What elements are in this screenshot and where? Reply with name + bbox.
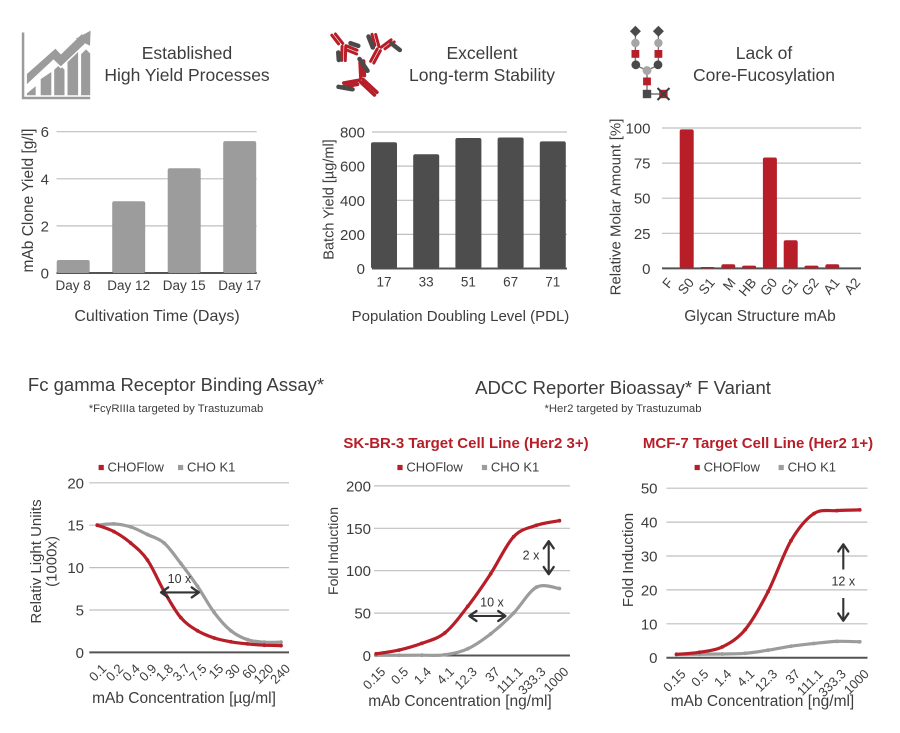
svg-text:*Her2 targeted by Trastuzumab: *Her2 targeted by Trastuzumab <box>545 403 702 415</box>
svg-text:(1000x): (1000x) <box>44 536 61 587</box>
svg-text:S0: S0 <box>675 275 697 297</box>
svg-text:Batch Yield [µg/ml]: Batch Yield [µg/ml] <box>322 139 338 259</box>
svg-text:50: 50 <box>634 191 651 208</box>
svg-text:0.5: 0.5 <box>388 664 411 687</box>
svg-text:1.4: 1.4 <box>711 666 734 689</box>
svg-text:Day 15: Day 15 <box>163 278 206 293</box>
svg-text:0: 0 <box>649 650 657 667</box>
svg-text:1.4: 1.4 <box>411 664 434 687</box>
svg-text:Lack of: Lack of <box>736 43 793 63</box>
svg-text:10: 10 <box>641 616 658 633</box>
svg-text:50: 50 <box>641 481 658 498</box>
svg-text:5: 5 <box>76 603 84 620</box>
svg-text:400: 400 <box>340 193 365 210</box>
svg-text:Core-Fucosylation: Core-Fucosylation <box>693 65 835 85</box>
svg-text:0.5: 0.5 <box>688 666 711 689</box>
svg-text:20: 20 <box>67 475 84 492</box>
svg-text:100: 100 <box>625 121 650 138</box>
svg-text:Long-term Stability: Long-term Stability <box>409 65 555 85</box>
svg-text:A1: A1 <box>820 275 842 297</box>
svg-text:Fold Induction: Fold Induction <box>325 507 341 595</box>
svg-text:10 x: 10 x <box>480 596 504 610</box>
svg-text:12 x: 12 x <box>831 575 855 589</box>
svg-text:0: 0 <box>642 261 650 278</box>
svg-text:CHOFlow: CHOFlow <box>108 460 165 475</box>
svg-text:Glycan Structure mAb: Glycan Structure mAb <box>684 308 836 325</box>
svg-text:Day 8: Day 8 <box>56 278 91 293</box>
svg-text:0: 0 <box>363 648 371 665</box>
svg-text:Day 12: Day 12 <box>107 278 150 293</box>
svg-text:Day 17: Day 17 <box>218 278 261 293</box>
svg-text:mAb Concentration [ng/ml]: mAb Concentration [ng/ml] <box>368 693 552 710</box>
svg-text:2: 2 <box>41 218 49 235</box>
svg-text:G0: G0 <box>757 275 780 298</box>
svg-text:25: 25 <box>634 226 651 243</box>
svg-text:0.15: 0.15 <box>660 666 689 695</box>
svg-text:10 x: 10 x <box>168 572 192 586</box>
svg-text:0: 0 <box>41 266 49 283</box>
svg-text:Relativ Light Uniits: Relativ Light Uniits <box>28 499 45 623</box>
svg-text:Excellent: Excellent <box>446 43 517 63</box>
svg-text:17: 17 <box>376 275 391 290</box>
svg-text:HB: HB <box>736 275 760 299</box>
svg-text:CHOFlow: CHOFlow <box>406 460 463 475</box>
svg-text:F: F <box>659 275 676 291</box>
svg-text:G1: G1 <box>778 275 801 298</box>
svg-text:12.3: 12.3 <box>752 666 781 695</box>
svg-text:*FcγRIIIa targeted by Trastuzu: *FcγRIIIa targeted by Trastuzumab <box>89 403 264 415</box>
svg-text:4: 4 <box>41 171 49 188</box>
svg-text:71: 71 <box>545 275 560 290</box>
svg-text:mAb Clone Yield [g/l]: mAb Clone Yield [g/l] <box>20 129 37 273</box>
svg-text:20: 20 <box>641 582 658 599</box>
svg-text:ADCC Reporter Bioassay* F Vari: ADCC Reporter Bioassay* F Variant <box>475 377 771 398</box>
svg-text:Cultivation Time (Days): Cultivation Time (Days) <box>74 308 239 325</box>
svg-text:mAb Concentration [ng/ml]: mAb Concentration [ng/ml] <box>671 693 855 710</box>
svg-text:CHOFlow: CHOFlow <box>704 460 761 475</box>
svg-text:0: 0 <box>76 645 84 662</box>
svg-text:0.15: 0.15 <box>360 664 389 693</box>
svg-text:30: 30 <box>641 549 658 566</box>
svg-text:MCF-7 Target Cell Line (Her2 1: MCF-7 Target Cell Line (Her2 1+) <box>643 435 873 452</box>
svg-text:12.3: 12.3 <box>451 664 480 693</box>
svg-text:Fold Induction: Fold Induction <box>620 513 637 607</box>
svg-text:SK-BR-3 Target Cell Line (Her2: SK-BR-3 Target Cell Line (Her2 3+) <box>343 435 588 452</box>
svg-text:1000: 1000 <box>540 664 571 695</box>
svg-text:Relative Molar Amount [%]: Relative Molar Amount [%] <box>608 119 625 296</box>
svg-text:50: 50 <box>354 606 371 623</box>
svg-text:6: 6 <box>41 124 49 141</box>
svg-text:G2: G2 <box>799 275 822 298</box>
svg-text:33: 33 <box>419 275 434 290</box>
svg-text:100: 100 <box>346 563 371 580</box>
svg-text:240: 240 <box>267 661 293 687</box>
svg-text:200: 200 <box>346 478 371 495</box>
svg-text:600: 600 <box>340 159 365 176</box>
svg-text:CHO K1: CHO K1 <box>187 460 235 475</box>
svg-text:150: 150 <box>346 521 371 538</box>
svg-text:CHO K1: CHO K1 <box>491 460 539 475</box>
svg-text:mAb Concentration [µg/ml]: mAb Concentration [µg/ml] <box>92 690 276 707</box>
svg-text:67: 67 <box>503 275 518 290</box>
svg-text:Population Doubling Level (PDL: Population Doubling Level (PDL) <box>352 308 570 325</box>
svg-text:0: 0 <box>357 261 365 278</box>
svg-text:51: 51 <box>461 275 476 290</box>
svg-text:800: 800 <box>340 125 365 142</box>
svg-text:75: 75 <box>634 156 651 173</box>
svg-text:200: 200 <box>340 227 365 244</box>
svg-text:S1: S1 <box>696 275 718 297</box>
svg-text:10: 10 <box>67 560 84 577</box>
svg-text:CHO K1: CHO K1 <box>788 460 836 475</box>
svg-text:Established: Established <box>142 43 232 63</box>
svg-text:Fc gamma Receptor Binding Assa: Fc gamma Receptor Binding Assay* <box>28 374 324 395</box>
svg-text:High Yield Processes: High Yield Processes <box>104 65 270 85</box>
svg-text:2 x: 2 x <box>523 549 540 563</box>
svg-text:15: 15 <box>67 518 84 535</box>
svg-text:40: 40 <box>641 515 658 532</box>
svg-text:A2: A2 <box>841 275 863 297</box>
